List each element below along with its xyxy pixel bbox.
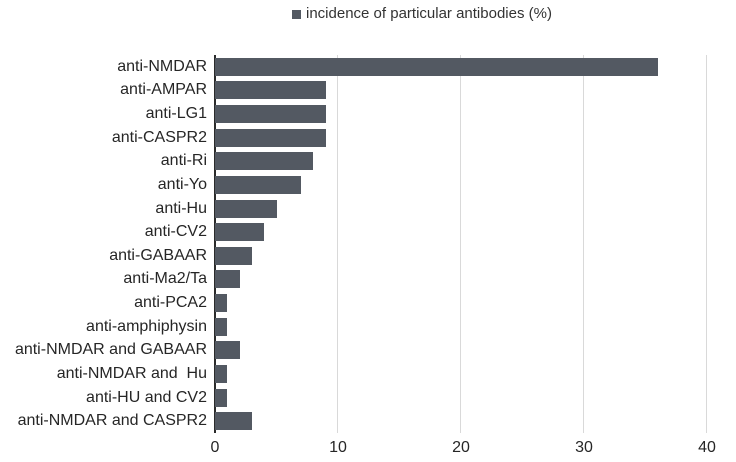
category-label: anti-Ri <box>160 152 207 170</box>
bar-anti-PCA2 <box>215 294 228 313</box>
chart-legend: incidence of particular antibodies (%) <box>292 5 552 22</box>
xtick-label-40: 40 <box>698 439 716 456</box>
category-label: anti-NMDAR and GABAAR <box>14 341 207 359</box>
bar-row <box>215 102 707 126</box>
bar-row <box>215 409 707 433</box>
category-label: anti-GABAAR <box>109 246 207 264</box>
category-label: anti-NMDAR and CASPR2 <box>17 412 207 430</box>
gridline-30 <box>583 55 584 433</box>
bar-anti-NMDAR <box>215 57 658 76</box>
plot-area <box>214 55 707 433</box>
bar-anti-Ma2/Ta <box>215 270 240 289</box>
legend-label: incidence of particular antibodies (%) <box>306 5 552 22</box>
bar-anti-HU and CV2 <box>215 388 228 407</box>
y-axis-line <box>214 55 216 433</box>
category-label: anti-amphiphysin <box>86 317 207 335</box>
category-label: anti-NMDAR <box>117 57 207 75</box>
gridline-40 <box>706 55 707 433</box>
bar-row <box>215 126 707 150</box>
gridline-20 <box>460 55 461 433</box>
category-label: anti-AMPAR <box>120 81 207 99</box>
bar-anti-AMPAR <box>215 81 326 100</box>
bar-anti-CV2 <box>215 223 265 242</box>
bar-anti-GABAAR <box>215 246 252 265</box>
bar-anti-NMDAR and CASPR2 <box>215 412 252 431</box>
category-axis-labels: anti-NMDAR anti-AMPAR anti-LG1 anti-CASPR2 a… <box>0 55 207 433</box>
bar-row <box>215 55 707 79</box>
bar-row <box>215 386 707 410</box>
category-label: anti-CASPR2 <box>111 128 207 146</box>
gridline-10 <box>337 55 338 433</box>
bar-row <box>215 315 707 339</box>
bar-row <box>215 362 707 386</box>
xtick-label-0: 0 <box>210 439 220 456</box>
value-axis-labels: 0 10 20 30 40 <box>211 439 716 459</box>
legend-square-swatch <box>292 9 301 19</box>
bar-anti-LG1 <box>215 105 326 124</box>
bar-row <box>215 268 707 292</box>
bar-row <box>215 197 707 221</box>
category-label: anti-NMDAR and Hu <box>56 364 207 382</box>
xtick-label-30: 30 <box>575 439 593 456</box>
bar-row <box>215 244 707 268</box>
bar-anti-NMDAR and GABAAR <box>215 341 240 360</box>
xtick-label-20: 20 <box>452 439 470 456</box>
category-label: anti-HU and CV2 <box>86 388 207 406</box>
bar-row <box>215 173 707 197</box>
bar-anti-CASPR2 <box>215 128 326 147</box>
bar-anti-amphiphysin <box>215 317 228 336</box>
category-label: anti-PCA2 <box>134 294 207 312</box>
bar-row <box>215 150 707 174</box>
category-label: anti-CV2 <box>144 223 207 241</box>
bar-anti-Hu <box>215 199 277 218</box>
bar-anti-Ri <box>215 152 314 171</box>
category-label: anti-Ma2/Ta <box>123 270 207 288</box>
bar-row <box>215 220 707 244</box>
category-label: anti-Yo <box>157 175 207 193</box>
bar-anti-NMDAR and Hu <box>215 364 228 383</box>
bar-anti-Yo <box>215 175 302 194</box>
bar-row <box>215 79 707 103</box>
xtick-label-10: 10 <box>329 439 347 456</box>
bar-row <box>215 339 707 363</box>
category-label: anti-LG1 <box>145 105 207 123</box>
bar-row <box>215 291 707 315</box>
category-label: anti-Hu <box>155 199 207 217</box>
